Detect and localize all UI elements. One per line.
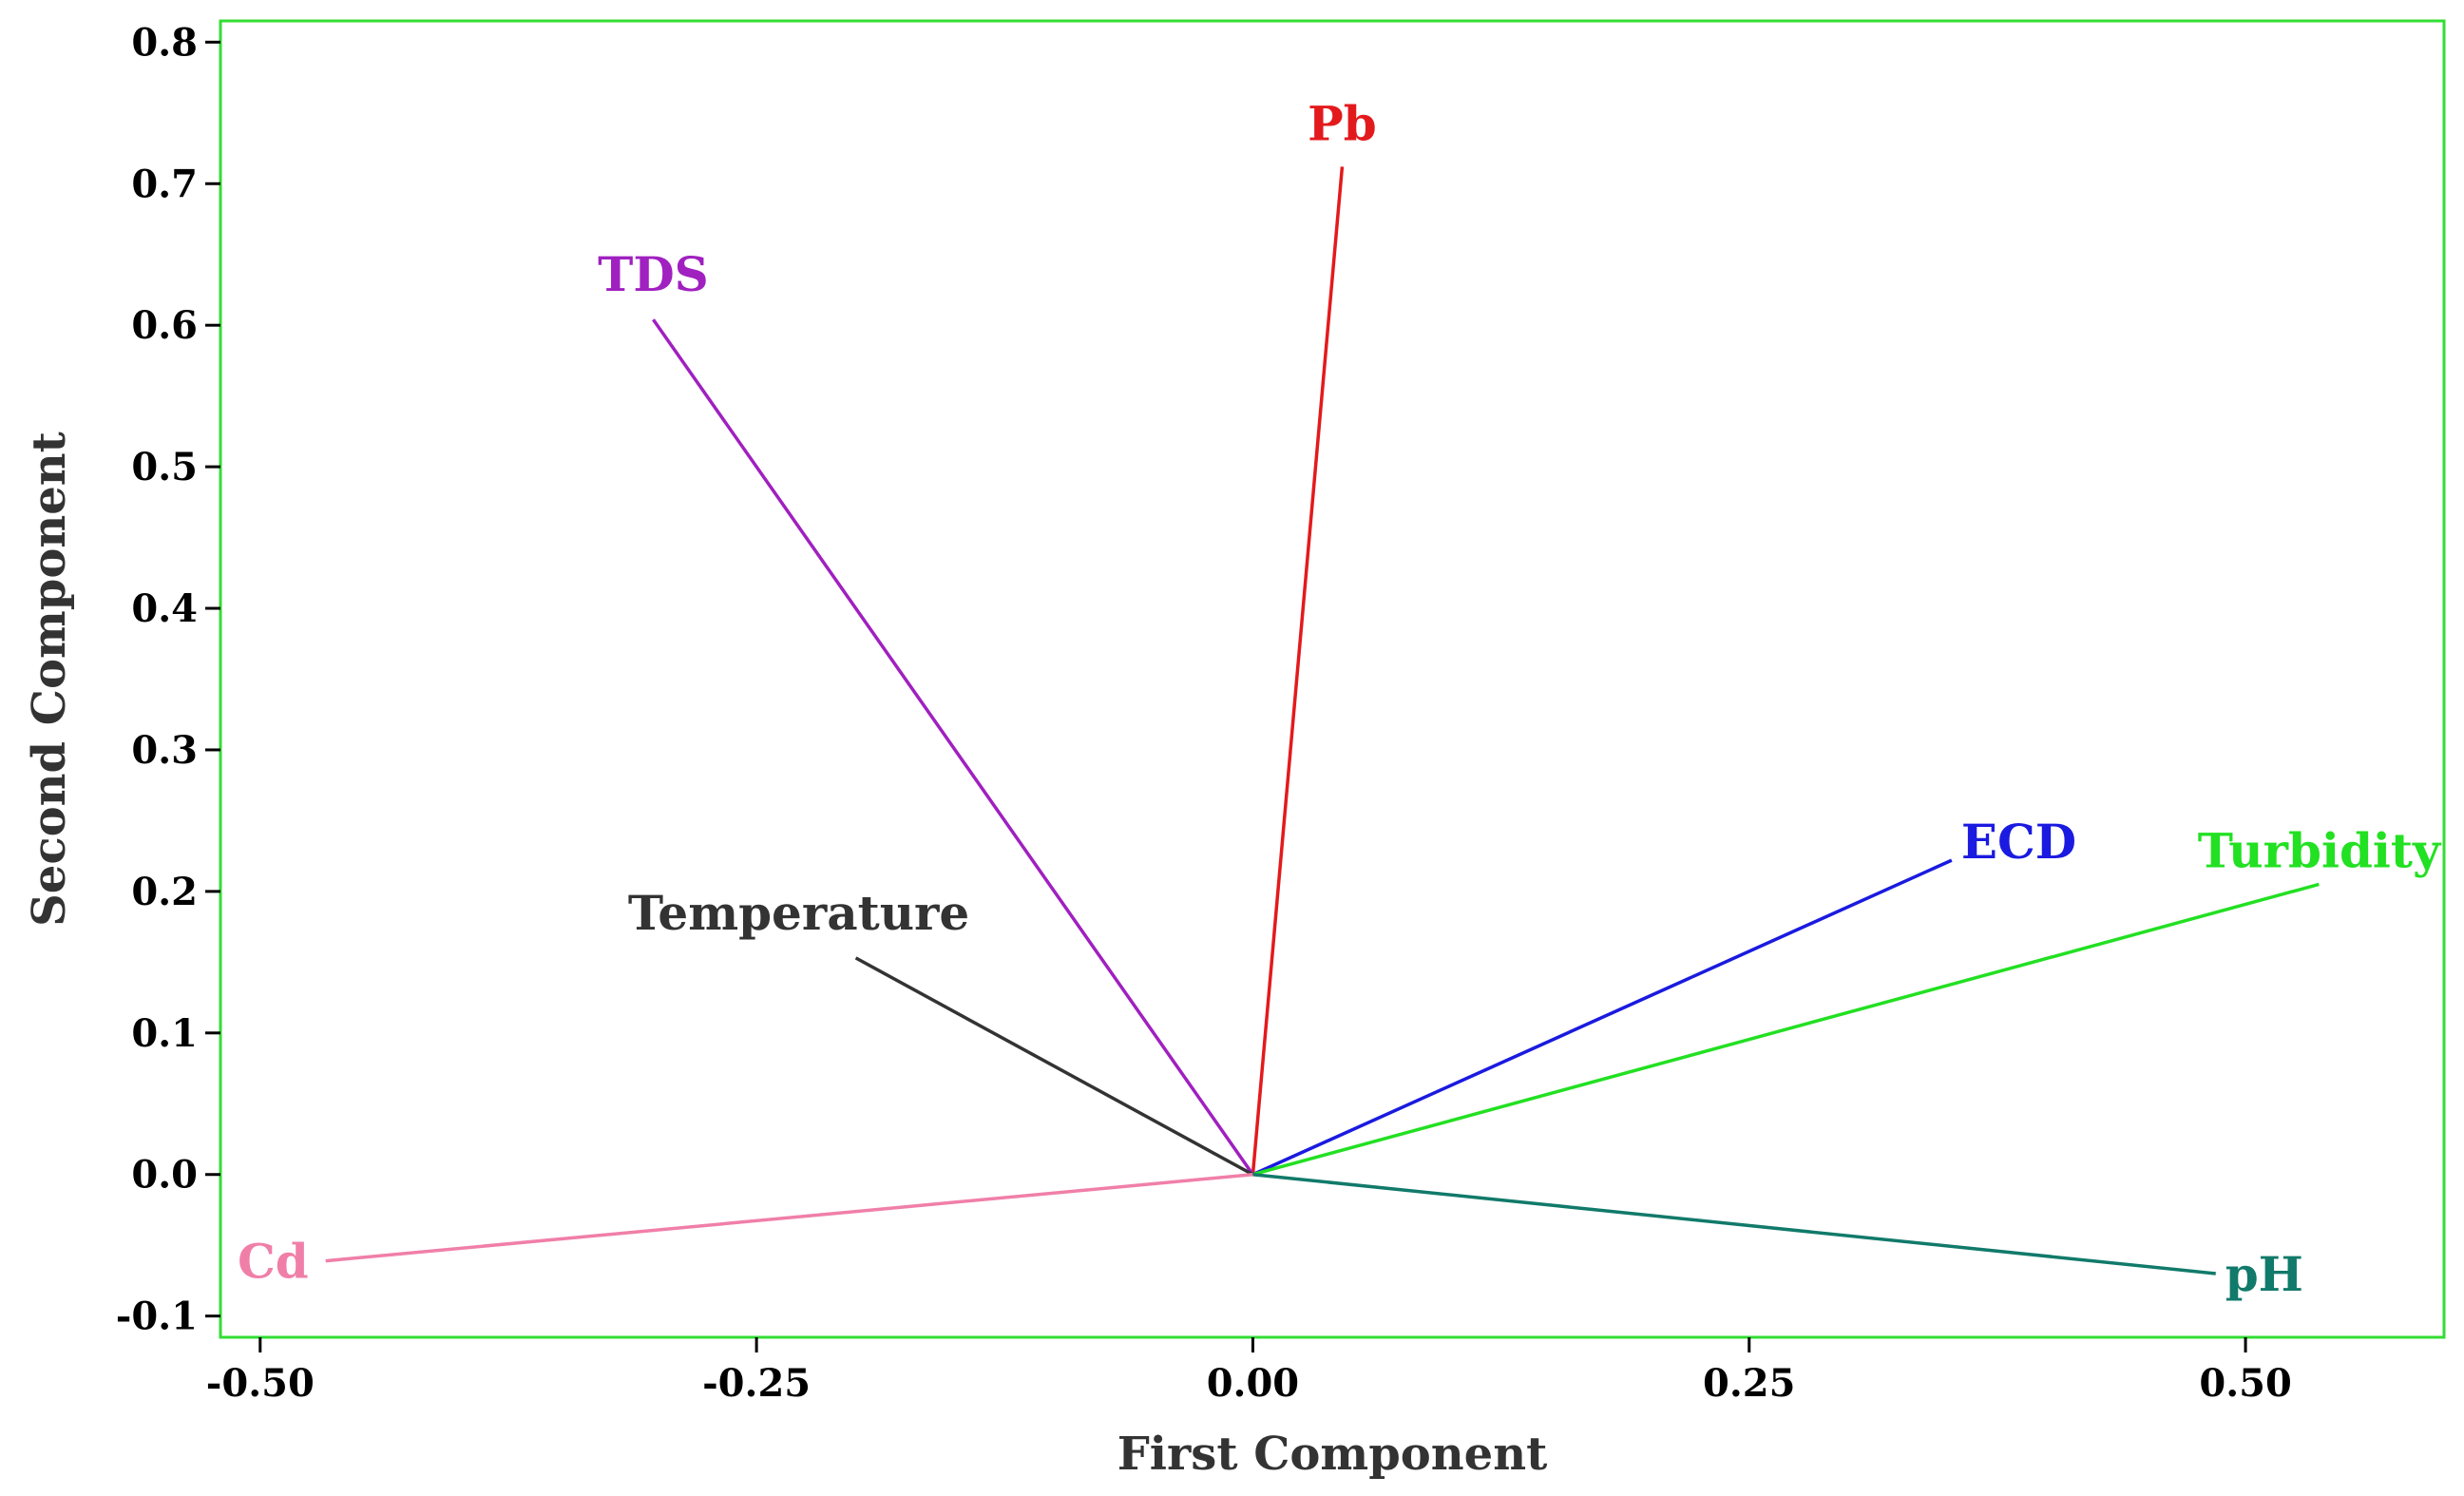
y-axis: -0.1 0.0 0.1 0.2 0.3 0.4 0.5 0.6 0.7 0.8 [116,20,220,1339]
vectors: Pb TDS ECD Turbidity Temperature Cd pH [238,95,2442,1302]
vector-label-pb: Pb [1308,95,1377,151]
vector-line-temperature [854,956,1254,1177]
vector-label-ecd: ECD [1961,814,2076,870]
y-tick-label: 0.0 [131,1153,198,1198]
x-tick-label: 0.50 [2199,1361,2291,1406]
vector-label-cd: Cd [238,1234,309,1290]
vector-line-tds [652,318,1254,1176]
vector-line-ph [1252,1172,2216,1275]
vector-label-turbidity: Turbidity [2198,822,2442,878]
x-tick-label: 0.25 [1703,1361,1795,1406]
plot-frame [219,19,2446,1339]
y-tick-label: 0.3 [131,728,198,773]
vector-line-pb [1251,166,1345,1175]
y-tick-label: 0.7 [131,162,198,206]
x-tick-label: -0.50 [206,1361,315,1406]
y-tick-label: 0.1 [131,1011,198,1056]
y-tick-label: 0.5 [131,445,198,489]
vector-line-turbidity [1251,882,2320,1177]
y-tick-label: 0.4 [131,586,198,631]
vector-label-ph: pH [2225,1246,2303,1302]
y-tick-label: -0.1 [116,1295,198,1339]
y-tick-label: 0.6 [131,303,198,348]
vector-label-tds: TDS [598,246,709,302]
y-tick-label: 0.8 [131,20,198,65]
vector-line-cd [325,1172,1253,1263]
x-axis: -0.50 -0.25 0.00 0.25 0.50 [206,1337,2292,1406]
vector-line-ecd [1251,858,1953,1177]
x-tick-label: 0.00 [1207,1361,1299,1406]
x-tick-label: -0.25 [702,1361,811,1406]
vector-label-temperature: Temperature [628,885,969,941]
y-tick-label: 0.2 [131,870,198,914]
y-axis-title: Second Component [23,432,76,927]
x-axis-title: First Component [1117,1428,1548,1481]
